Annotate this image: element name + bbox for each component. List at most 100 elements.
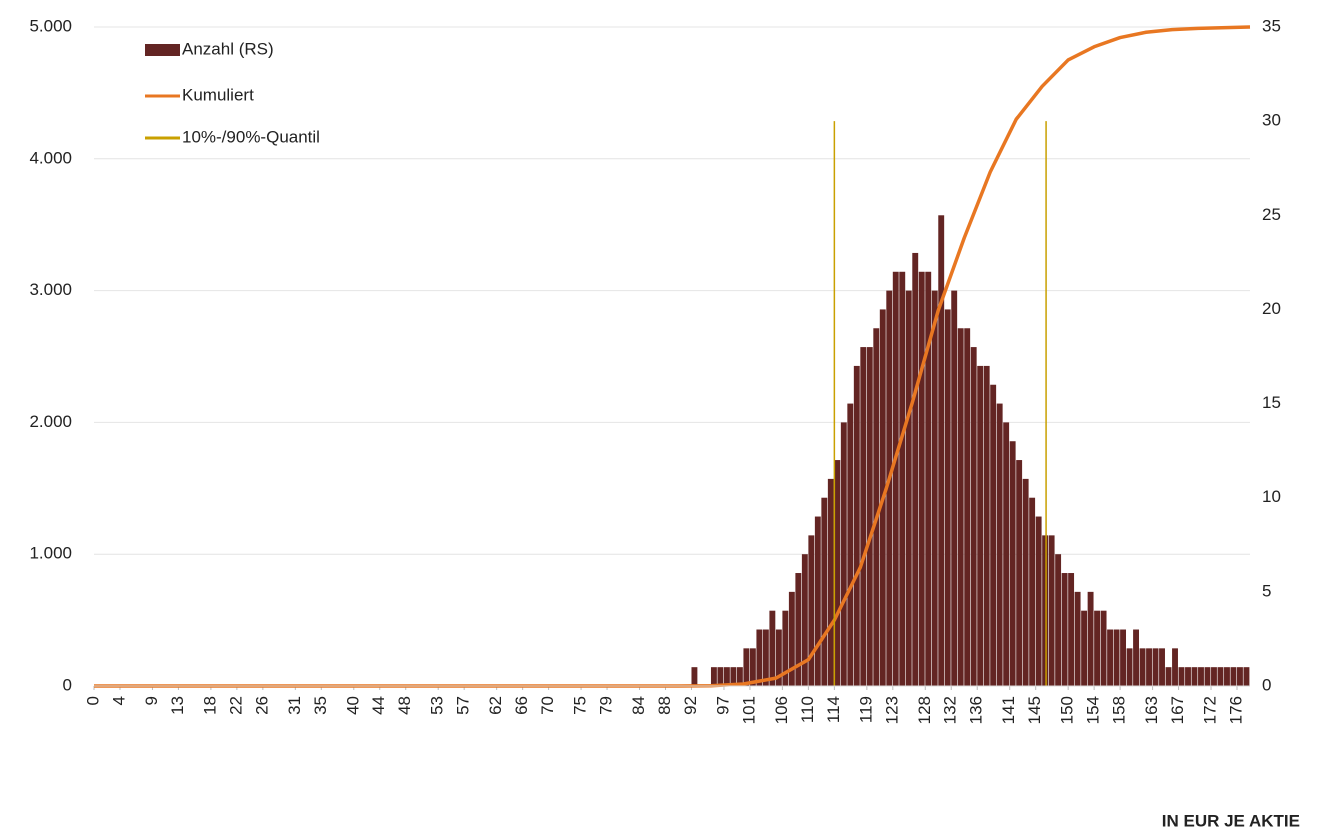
bar bbox=[801, 554, 808, 686]
bar bbox=[756, 629, 763, 686]
bar bbox=[1211, 667, 1217, 686]
bar bbox=[795, 573, 802, 686]
legend-label: Kumuliert bbox=[182, 85, 254, 104]
bar bbox=[1003, 422, 1010, 686]
grid bbox=[94, 26, 1250, 687]
x-tick-label: 57 bbox=[454, 696, 473, 715]
bar bbox=[1029, 497, 1036, 686]
y-tick-label: 1.000 bbox=[29, 544, 72, 563]
bar bbox=[1139, 648, 1146, 686]
x-tick-label: 70 bbox=[538, 696, 557, 715]
bar bbox=[769, 610, 776, 686]
x-tick-label: 0 bbox=[83, 696, 102, 705]
x-tick-label: 119 bbox=[856, 696, 875, 723]
bar bbox=[1009, 441, 1016, 686]
bar bbox=[977, 365, 984, 686]
bar bbox=[1217, 667, 1224, 686]
bar bbox=[717, 667, 724, 686]
bar bbox=[1100, 610, 1107, 686]
bar bbox=[957, 328, 964, 686]
bar bbox=[1237, 667, 1243, 686]
x-tick-label: 9 bbox=[142, 696, 161, 705]
x-tick-label: 128 bbox=[915, 696, 934, 724]
x-tick-label: 22 bbox=[226, 696, 245, 715]
bar bbox=[912, 252, 919, 686]
bar bbox=[762, 629, 769, 686]
legend-label: 10%-/90%-Quantil bbox=[182, 127, 320, 146]
bar bbox=[1042, 535, 1049, 686]
y2-tick-label: 20 bbox=[1262, 299, 1281, 318]
bar bbox=[925, 271, 932, 686]
bar bbox=[1178, 667, 1185, 686]
bar bbox=[814, 516, 821, 686]
bar bbox=[983, 365, 990, 686]
bar bbox=[775, 629, 782, 686]
bar bbox=[782, 610, 789, 686]
bar bbox=[1107, 629, 1114, 686]
x-tick-label: 66 bbox=[512, 696, 531, 715]
x-tick-label: 158 bbox=[1110, 696, 1129, 724]
bar bbox=[944, 309, 951, 686]
bar bbox=[1094, 610, 1101, 686]
bar bbox=[892, 271, 899, 686]
y2-tick-label: 35 bbox=[1262, 16, 1281, 35]
bar bbox=[691, 667, 698, 686]
bar bbox=[938, 215, 945, 687]
x-tick-label: 79 bbox=[597, 696, 616, 715]
bar bbox=[1061, 573, 1068, 686]
bar bbox=[834, 460, 841, 686]
bar bbox=[730, 667, 737, 686]
bar bbox=[1081, 610, 1088, 686]
bar bbox=[1230, 667, 1237, 686]
bar bbox=[788, 591, 795, 686]
x-tick-label: 75 bbox=[571, 696, 590, 715]
bar bbox=[873, 328, 880, 686]
y-tick-label: 3.000 bbox=[29, 280, 72, 299]
bar bbox=[996, 403, 1003, 686]
x-tick-label: 4 bbox=[109, 696, 128, 705]
bar bbox=[1146, 648, 1152, 686]
bar bbox=[1185, 667, 1191, 686]
x-tick-label: 154 bbox=[1084, 696, 1103, 724]
x-tick-label: 31 bbox=[285, 696, 304, 715]
bar bbox=[847, 403, 854, 686]
line bbox=[94, 25, 1251, 688]
bar bbox=[1191, 667, 1198, 686]
x-tick-label: 132 bbox=[941, 696, 960, 724]
x-tick-label: 48 bbox=[395, 696, 414, 715]
bar bbox=[736, 667, 743, 686]
y-tick-label: 2.000 bbox=[29, 412, 72, 431]
x-tick-label: 53 bbox=[428, 696, 447, 715]
bar bbox=[1016, 460, 1023, 686]
y2-tick-label: 30 bbox=[1262, 111, 1281, 130]
bar bbox=[1152, 648, 1159, 686]
bar bbox=[1243, 667, 1250, 686]
bar bbox=[905, 290, 912, 686]
x-tick-label: 35 bbox=[311, 696, 330, 715]
y2-tick-label: 5 bbox=[1262, 581, 1271, 600]
bar bbox=[1224, 667, 1230, 686]
bar bbox=[1074, 591, 1081, 686]
bar bbox=[860, 347, 867, 686]
bar bbox=[1133, 629, 1139, 686]
bar bbox=[970, 347, 977, 686]
x-tick-label: 110 bbox=[798, 696, 817, 723]
bar bbox=[918, 271, 925, 686]
x-tick-label: 62 bbox=[486, 696, 505, 715]
bar bbox=[1113, 629, 1120, 686]
bar bbox=[990, 384, 997, 686]
x-tick-label: 101 bbox=[739, 696, 758, 724]
bar bbox=[743, 648, 750, 686]
bar bbox=[1022, 478, 1029, 686]
bar bbox=[1198, 667, 1204, 686]
x-tick-label: 44 bbox=[369, 696, 388, 715]
bar bbox=[886, 290, 893, 686]
bar bbox=[821, 497, 828, 686]
y2-tick-label: 0 bbox=[1262, 675, 1271, 694]
bar bbox=[1126, 648, 1133, 686]
bar bbox=[749, 648, 756, 686]
bar bbox=[1165, 667, 1172, 686]
legend-label: Anzahl (RS) bbox=[182, 39, 274, 58]
x-tick-label: 145 bbox=[1025, 696, 1044, 724]
